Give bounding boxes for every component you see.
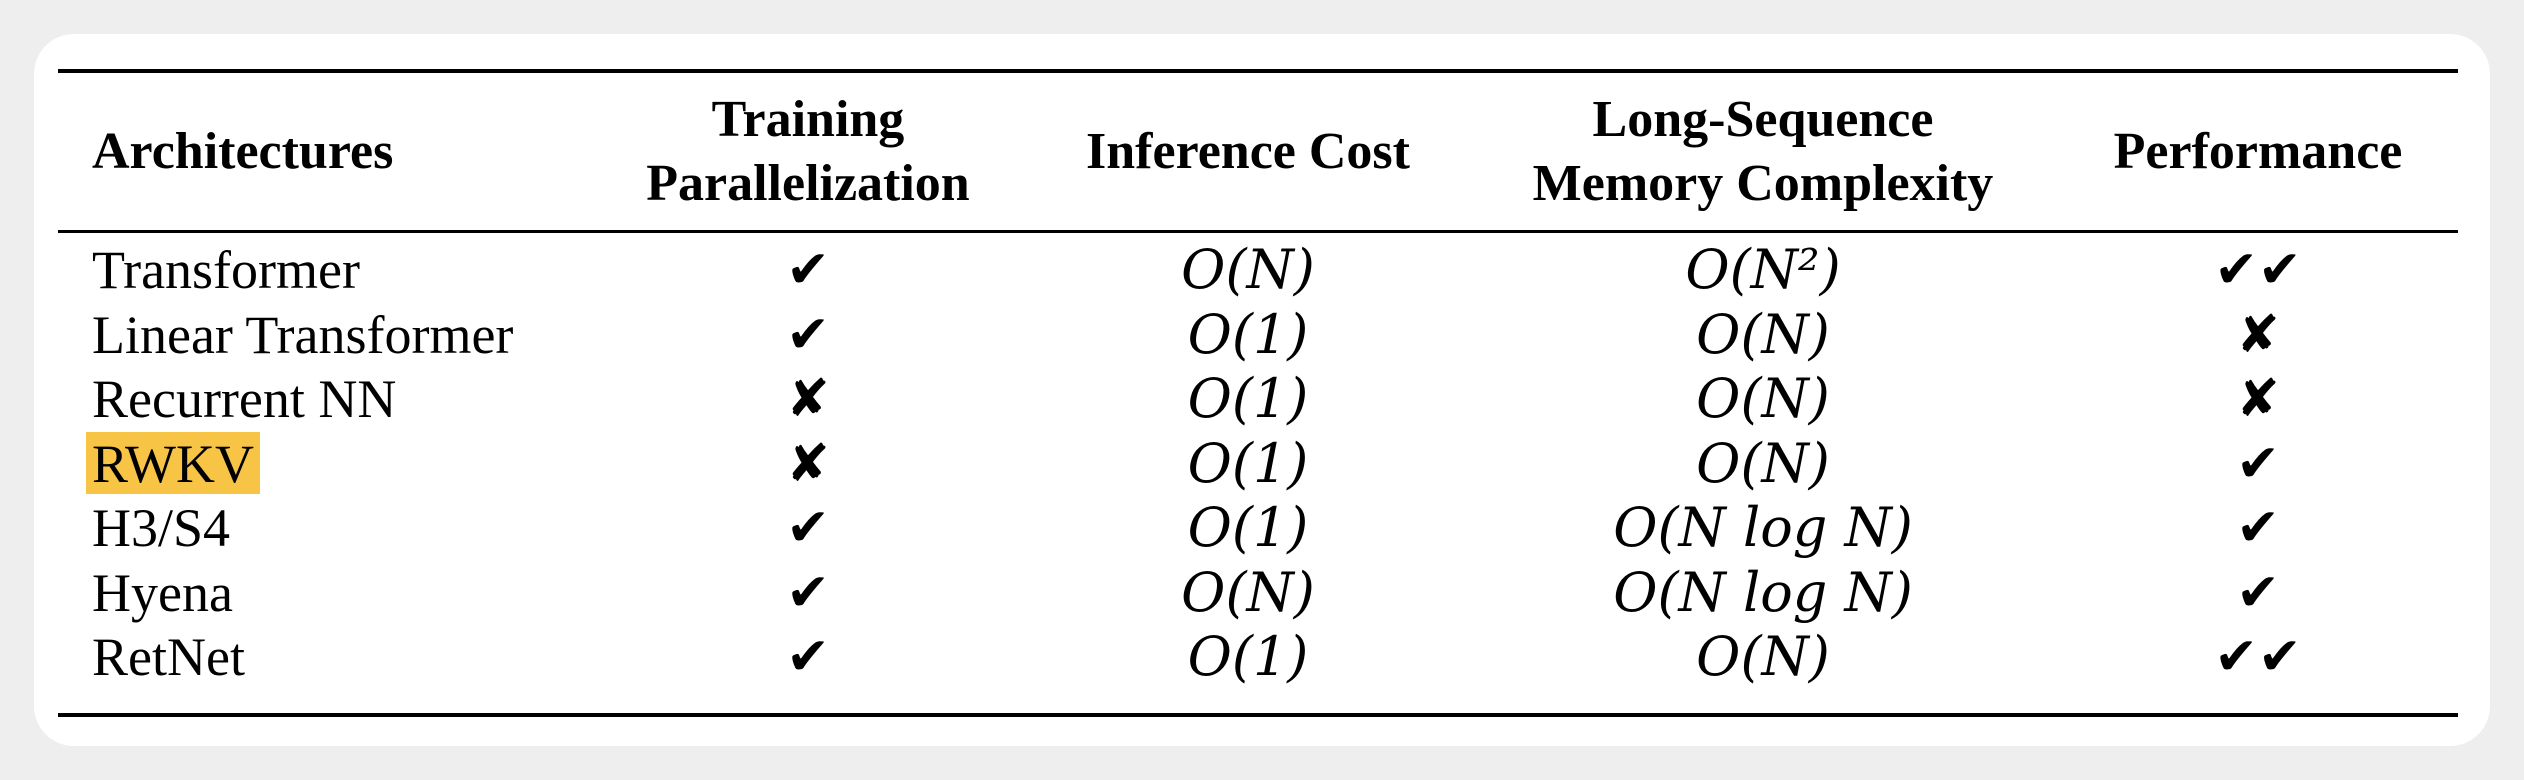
performance-mark: ✘: [2236, 369, 2280, 430]
bottom-rule: [58, 713, 2458, 717]
training-mark: ✔: [786, 498, 830, 559]
table-row: Transformer ✔ O(N) O(N²) ✔✔: [58, 230, 2458, 303]
table-row: Linear Transformer ✔ O(1) O(N) ✘: [58, 303, 2458, 368]
table-row: Hyena ✔ O(N) O(N log N) ✔: [58, 561, 2458, 626]
inference-cost: O(1): [1187, 431, 1309, 495]
inference-cost: O(N): [1181, 238, 1315, 302]
memory-complexity: O(N): [1696, 625, 1830, 689]
architecture-name: RetNet: [92, 627, 245, 688]
architecture-name: Hyena: [92, 562, 233, 623]
header-rule: [58, 230, 2458, 233]
header-inference-cost: Inference Cost: [1086, 122, 1410, 180]
performance-mark: ✘: [2236, 304, 2280, 365]
training-mark: ✔: [786, 627, 830, 688]
training-mark: ✔: [786, 304, 830, 365]
architecture-comparison-table: Architectures Training Parallelization I…: [58, 73, 2458, 690]
performance-mark: ✔: [2236, 498, 2280, 559]
architecture-name-cell: RWKV: [58, 431, 588, 497]
training-mark: ✔: [786, 562, 830, 623]
header-row: Architectures Training Parallelization I…: [58, 73, 2458, 230]
inference-cost: O(1): [1187, 625, 1309, 689]
memory-complexity: O(N log N): [1613, 496, 1913, 560]
inference-cost: O(1): [1187, 302, 1309, 366]
architecture-name: Linear Transformer: [92, 304, 514, 365]
inference-cost: O(N): [1181, 560, 1315, 624]
header-architectures: Architectures: [92, 122, 394, 180]
training-mark: ✘: [786, 369, 830, 430]
highlighted-architecture-name: RWKV: [86, 431, 260, 494]
performance-mark: ✔✔: [2214, 627, 2302, 688]
header-training-parallelization: Training Parallelization: [646, 90, 970, 212]
memory-complexity: O(N²): [1685, 238, 1841, 302]
architecture-name: Recurrent NN: [92, 369, 397, 430]
table-row: H3/S4 ✔ O(1) O(N log N) ✔: [58, 496, 2458, 561]
performance-mark: ✔✔: [2214, 240, 2302, 301]
inference-cost: O(1): [1187, 367, 1309, 431]
performance-mark: ✔: [2236, 562, 2280, 623]
memory-complexity: O(N): [1696, 431, 1830, 495]
table-card: [34, 34, 2490, 746]
table-row: Recurrent NN ✘ O(1) O(N) ✘: [58, 367, 2458, 432]
training-mark: ✔: [786, 240, 830, 301]
training-mark: ✘: [786, 433, 830, 494]
header-memory-complexity: Long-Sequence Memory Complexity: [1532, 90, 1994, 212]
table-row-highlighted: RWKV ✘ O(1) O(N) ✔: [58, 431, 2458, 497]
memory-complexity: O(N): [1696, 302, 1830, 366]
architecture-name: H3/S4: [92, 498, 231, 559]
performance-mark: ✔: [2236, 433, 2280, 494]
memory-complexity: O(N log N): [1613, 560, 1913, 624]
header-performance: Performance: [2113, 122, 2403, 180]
top-rule: [58, 69, 2458, 73]
architecture-name: Transformer: [92, 240, 360, 301]
table-row: RetNet ✔ O(1) O(N) ✔✔: [58, 625, 2458, 690]
memory-complexity: O(N): [1696, 367, 1830, 431]
inference-cost: O(1): [1187, 496, 1309, 560]
